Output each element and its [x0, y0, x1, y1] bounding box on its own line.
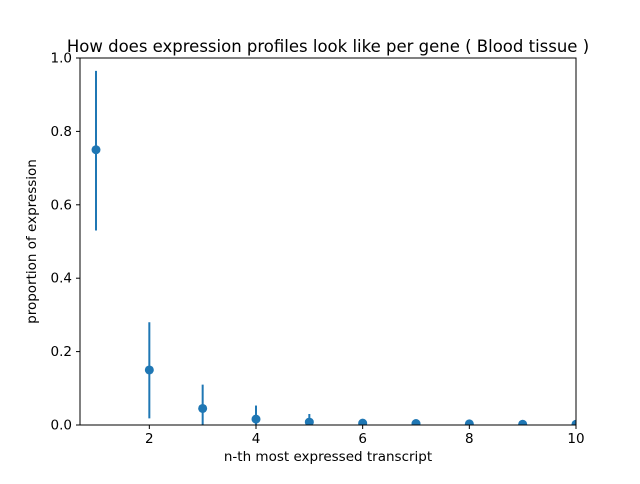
x-tick-label: 4: [252, 431, 261, 447]
chart-title: How does expression profiles look like p…: [67, 37, 589, 56]
errorbar-series: [91, 70, 576, 425]
x-tick-label: 6: [358, 431, 367, 447]
x-axis-label: n-th most expressed transcript: [224, 449, 432, 465]
y-tick-label: 0.6: [51, 197, 72, 213]
y-tick-label: 0.4: [51, 271, 72, 287]
data-point-marker: [144, 365, 154, 375]
y-tick-label: 1.0: [51, 51, 72, 67]
y-axis-label: proportion of expression: [24, 159, 40, 324]
data-point-marker: [304, 417, 314, 425]
x-tick-label: 2: [145, 431, 154, 447]
data-point-marker: [358, 418, 368, 425]
x-axis: 2 4 6 8 10: [145, 425, 585, 447]
y-tick-label: 0.0: [51, 418, 72, 434]
data-point-marker: [464, 419, 474, 425]
y-axis: 0.0 0.2 0.4 0.6 0.8 1.0: [51, 51, 80, 434]
x-tick-label: 10: [567, 431, 584, 447]
axes-spines: [79, 57, 577, 426]
data-point-marker: [251, 414, 261, 424]
data-point-marker: [198, 403, 208, 413]
y-tick-label: 0.8: [51, 124, 72, 140]
x-tick-label: 8: [465, 431, 474, 447]
data-point-marker: [571, 419, 576, 425]
data-point-marker: [411, 419, 421, 425]
data-point-marker: [91, 145, 101, 155]
data-point-marker: [518, 419, 528, 425]
y-tick-label: 0.2: [51, 344, 72, 360]
plot-area: [80, 58, 576, 425]
